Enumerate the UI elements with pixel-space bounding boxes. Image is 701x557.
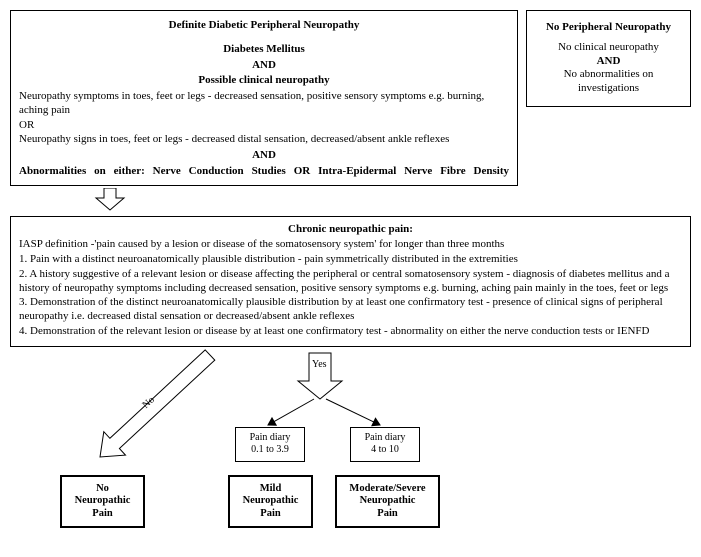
result-no-pain-box: No Neuropathic Pain bbox=[60, 475, 145, 529]
no-pn-title: No Peripheral Neuropathy bbox=[535, 21, 682, 35]
chronic-p4: 4. Demonstration of the relevant lesion … bbox=[19, 325, 682, 339]
and1: AND bbox=[19, 59, 509, 73]
symptoms-line: Neuropathy symptoms in toes, feet or leg… bbox=[19, 90, 509, 118]
definite-dpn-box: Definite Diabetic Peripheral Neuropathy … bbox=[10, 10, 518, 186]
diary-high-l2: 4 to 10 bbox=[357, 444, 413, 457]
res-no-l3: Pain bbox=[66, 508, 139, 521]
result-severe-box: Moderate/Severe Neuropathic Pain bbox=[335, 475, 440, 529]
res-no-l1: No bbox=[66, 483, 139, 496]
and2: AND bbox=[19, 149, 509, 163]
dpn-title: Definite Diabetic Peripheral Neuropathy bbox=[19, 19, 509, 33]
chronic-p1: 1. Pain with a distinct neuroanatomicall… bbox=[19, 253, 682, 267]
res-sev-l2: Neuropathic bbox=[341, 495, 434, 508]
diary-high-l1: Pain diary bbox=[357, 432, 413, 445]
dm-line: Diabetes Mellitus bbox=[19, 43, 509, 57]
iasp-def: IASP definition -'pain caused by a lesio… bbox=[19, 238, 682, 252]
pain-diary-low-box: Pain diary 0.1 to 3.9 bbox=[235, 427, 305, 462]
diary-low-l1: Pain diary bbox=[242, 432, 298, 445]
yes-label: Yes bbox=[312, 359, 327, 372]
chronic-title: Chronic neuropathic pain: bbox=[19, 223, 682, 237]
diary-low-l2: 0.1 to 3.9 bbox=[242, 444, 298, 457]
no-pn-box: No Peripheral Neuropathy No clinical neu… bbox=[526, 10, 691, 107]
res-mild-l2: Neuropathic bbox=[234, 495, 307, 508]
pain-diary-high-box: Pain diary 4 to 10 bbox=[350, 427, 420, 462]
or-line: OR bbox=[19, 119, 509, 133]
branch-area: No Yes Pain diary 0.1 to 3.9 Pain diary … bbox=[10, 347, 691, 547]
chronic-p2: 2. A history suggestive of a relevant le… bbox=[19, 268, 682, 296]
pcn-line: Possible clinical neuropathy bbox=[19, 74, 509, 88]
res-mild-l3: Pain bbox=[234, 508, 307, 521]
res-mild-l1: Mild bbox=[234, 483, 307, 496]
chronic-p3: 3. Demonstration of the distinct neuroan… bbox=[19, 296, 682, 324]
no-clinical-line: No clinical neuropathy bbox=[535, 41, 682, 55]
arrow-top-to-chronic bbox=[10, 188, 691, 212]
signs-line: Neuropathy signs in toes, feet or legs -… bbox=[19, 133, 509, 147]
result-mild-box: Mild Neuropathic Pain bbox=[228, 475, 313, 529]
no-abn-line: No abnormalities on investigations bbox=[535, 68, 682, 96]
res-sev-l3: Pain bbox=[341, 508, 434, 521]
chronic-pain-box: Chronic neuropathic pain: IASP definitio… bbox=[10, 216, 691, 347]
res-no-l2: Neuropathic bbox=[66, 495, 139, 508]
top-row: Definite Diabetic Peripheral Neuropathy … bbox=[10, 10, 691, 186]
res-sev-l1: Moderate/Severe bbox=[341, 483, 434, 496]
side-and: AND bbox=[535, 55, 682, 69]
abnormalities-line: Abnormalities on either: Nerve Conductio… bbox=[19, 165, 509, 179]
